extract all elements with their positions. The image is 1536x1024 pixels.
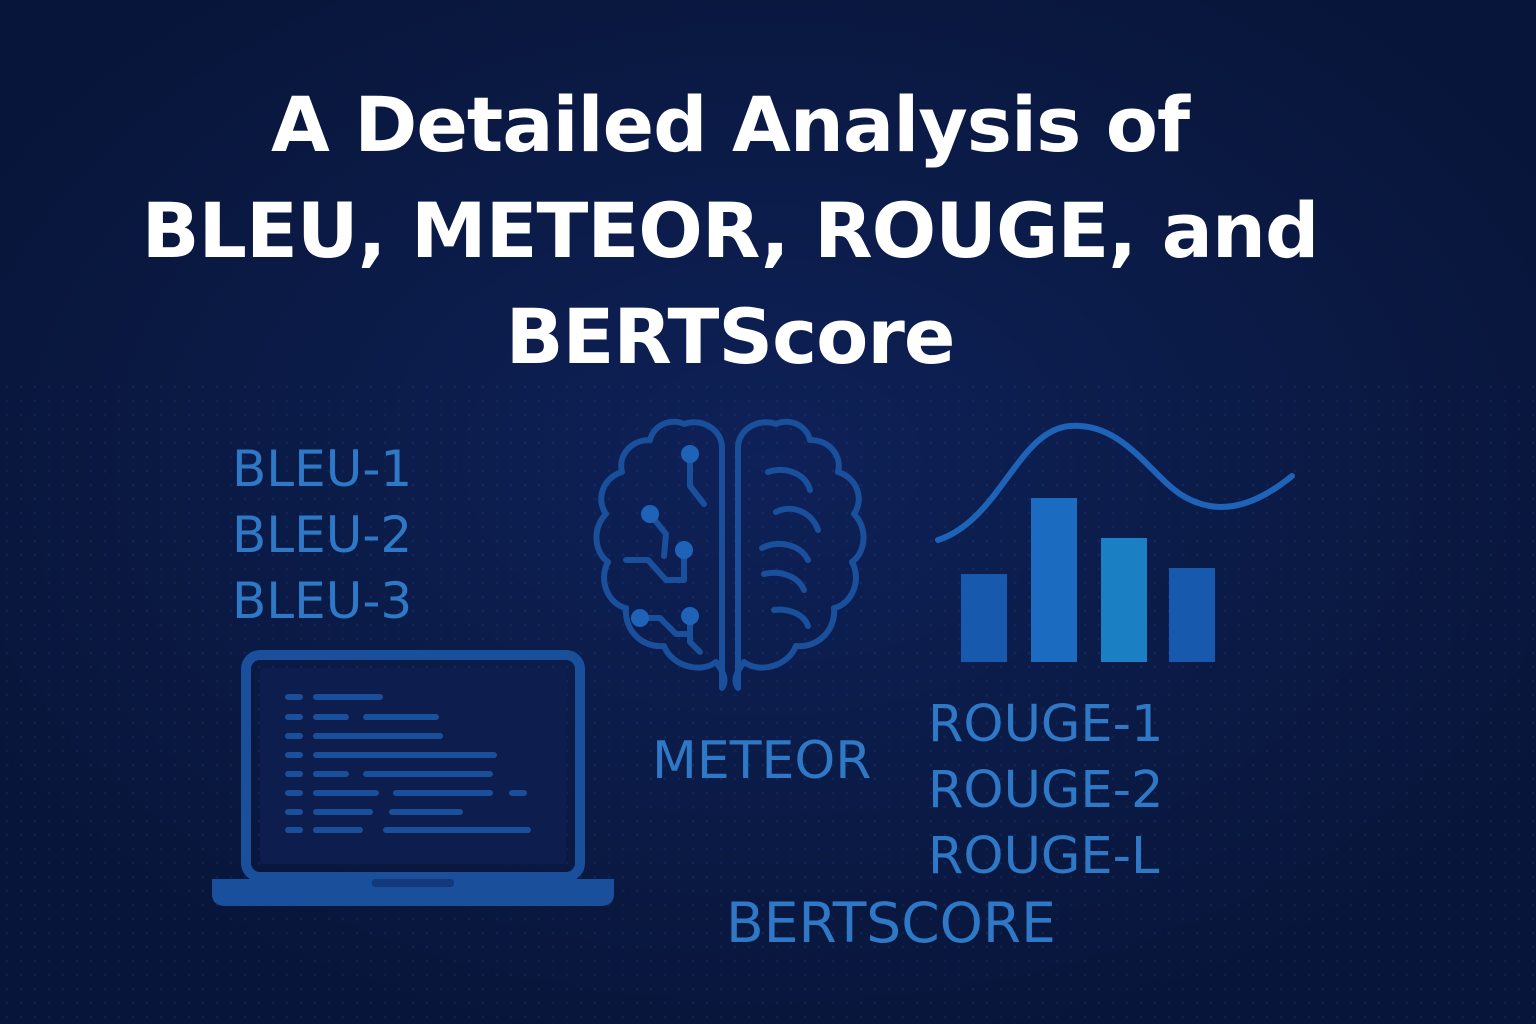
rouge-label: ROUGE-2 [928, 761, 1164, 820]
bleu-list: BLEU-1 BLEU-2 BLEU-3 [232, 436, 412, 634]
title-line-2: BLEU, METEOR, ROUGE, and [141, 186, 1320, 275]
chart-bar [1169, 568, 1215, 662]
bleu-label: BLEU-1 [232, 440, 413, 498]
title-line-1: A Detailed Analysis of [270, 80, 1190, 169]
rouge-label: ROUGE-L [928, 827, 1160, 886]
page-title: A Detailed Analysis of BLEU, METEOR, ROU… [0, 72, 1460, 390]
bertscore-label: BERTSCORE [726, 891, 1056, 955]
bleu-label: BLEU-2 [232, 506, 413, 564]
rouge-label: ROUGE-1 [928, 695, 1164, 754]
chart-bar [1031, 498, 1077, 662]
chart-bar [961, 574, 1007, 662]
chart-curve [935, 422, 1295, 543]
meteor-label: METEOR [652, 731, 872, 791]
title-line-3: BERTScore [505, 292, 956, 381]
chart-bar [1101, 538, 1147, 662]
rouge-list: ROUGE-1 ROUGE-2 ROUGE-L [928, 692, 1164, 890]
bleu-label: BLEU-3 [232, 572, 413, 630]
